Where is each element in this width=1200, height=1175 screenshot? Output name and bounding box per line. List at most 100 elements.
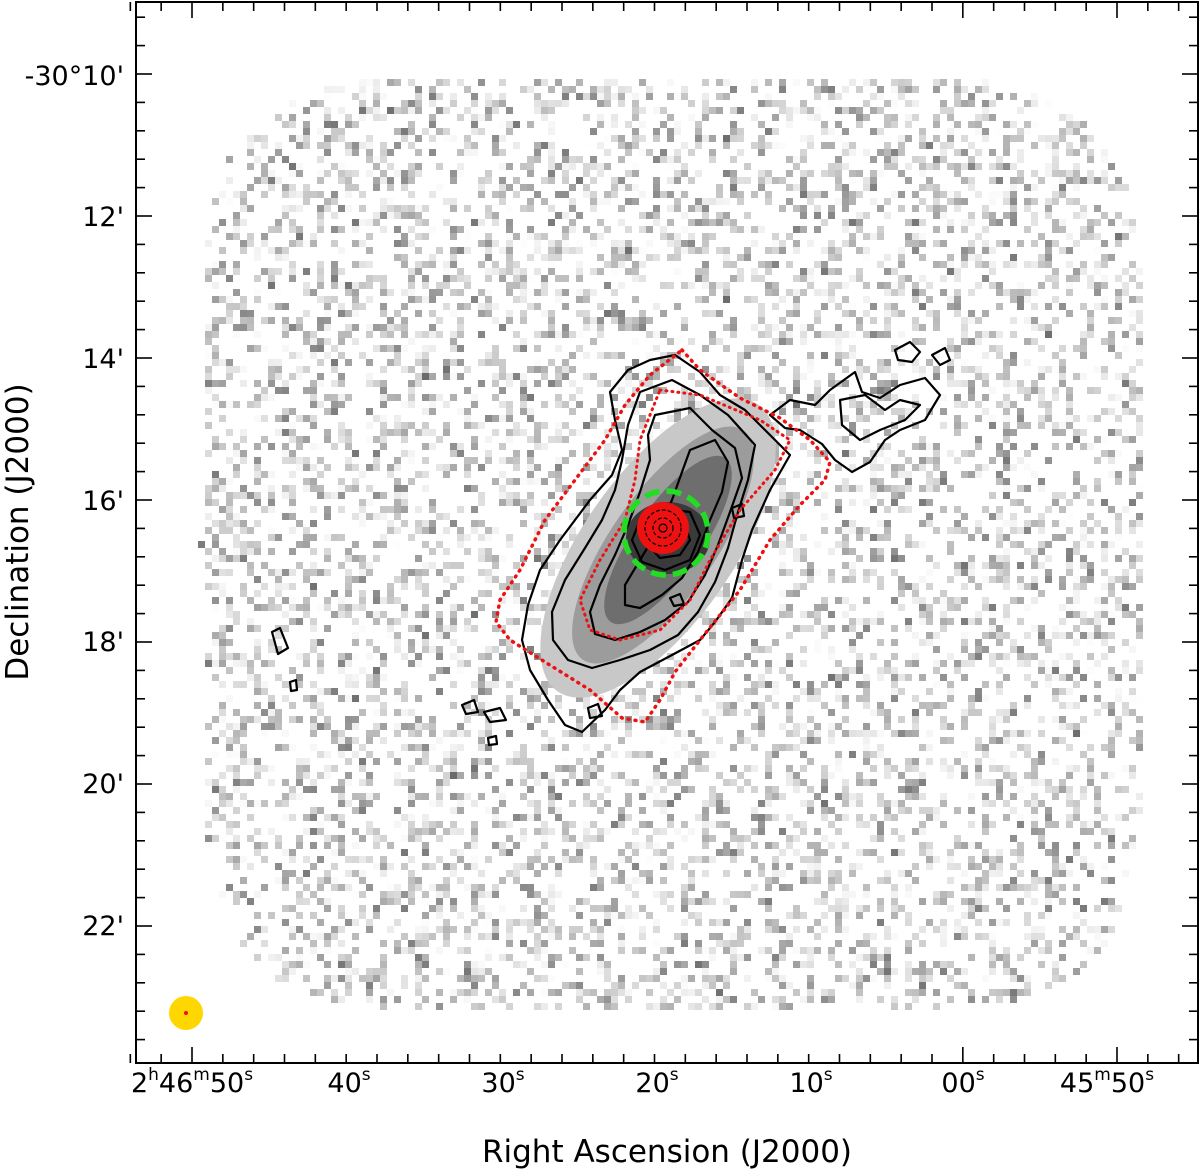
map-pixel bbox=[275, 359, 282, 366]
map-pixel bbox=[807, 758, 814, 765]
map-pixel bbox=[366, 170, 373, 177]
map-pixel bbox=[842, 779, 849, 786]
map-pixel bbox=[401, 100, 408, 107]
map-pixel bbox=[954, 604, 961, 611]
map-pixel bbox=[205, 723, 212, 730]
map-pixel bbox=[1024, 198, 1031, 205]
map-pixel bbox=[996, 128, 1003, 135]
map-pixel bbox=[835, 93, 842, 100]
map-pixel bbox=[513, 191, 520, 198]
map-pixel bbox=[961, 366, 968, 373]
map-pixel bbox=[464, 471, 471, 478]
map-pixel bbox=[359, 709, 366, 716]
map-pixel bbox=[296, 716, 303, 723]
map-pixel bbox=[765, 93, 772, 100]
map-pixel bbox=[1003, 387, 1010, 394]
map-pixel bbox=[730, 170, 737, 177]
map-pixel bbox=[331, 730, 338, 737]
map-pixel bbox=[1101, 275, 1108, 282]
map-pixel bbox=[541, 562, 548, 569]
map-pixel bbox=[499, 100, 506, 107]
map-pixel bbox=[1129, 478, 1136, 485]
map-pixel bbox=[1094, 597, 1101, 604]
map-pixel bbox=[891, 268, 898, 275]
map-pixel bbox=[212, 737, 219, 744]
map-pixel bbox=[310, 338, 317, 345]
map-pixel bbox=[338, 485, 345, 492]
map-pixel bbox=[457, 660, 464, 667]
map-pixel bbox=[870, 765, 877, 772]
map-pixel bbox=[471, 422, 478, 429]
map-pixel bbox=[702, 219, 709, 226]
map-pixel bbox=[275, 569, 282, 576]
map-pixel bbox=[1017, 576, 1024, 583]
map-pixel bbox=[548, 737, 555, 744]
map-pixel bbox=[569, 730, 576, 737]
map-pixel bbox=[534, 107, 541, 114]
map-pixel bbox=[730, 744, 737, 751]
map-pixel bbox=[268, 303, 275, 310]
map-pixel bbox=[296, 520, 303, 527]
map-pixel bbox=[842, 128, 849, 135]
map-pixel bbox=[947, 576, 954, 583]
map-pixel bbox=[1136, 555, 1143, 562]
map-pixel bbox=[1024, 653, 1031, 660]
map-pixel bbox=[618, 86, 625, 93]
map-pixel bbox=[688, 240, 695, 247]
map-pixel bbox=[1031, 562, 1038, 569]
map-pixel bbox=[793, 492, 800, 499]
map-pixel bbox=[394, 324, 401, 331]
map-pixel bbox=[422, 520, 429, 527]
map-pixel bbox=[681, 142, 688, 149]
map-pixel bbox=[793, 772, 800, 779]
map-pixel bbox=[688, 758, 695, 765]
map-pixel bbox=[1066, 114, 1073, 121]
map-pixel bbox=[1052, 625, 1059, 632]
map-pixel bbox=[324, 170, 331, 177]
map-pixel bbox=[1129, 709, 1136, 716]
map-pixel bbox=[562, 177, 569, 184]
map-pixel bbox=[261, 681, 268, 688]
map-pixel bbox=[324, 506, 331, 513]
map-pixel bbox=[611, 177, 618, 184]
map-pixel bbox=[919, 485, 926, 492]
map-pixel bbox=[800, 408, 807, 415]
map-pixel bbox=[660, 786, 667, 793]
map-pixel bbox=[842, 198, 849, 205]
map-pixel bbox=[205, 268, 212, 275]
map-pixel bbox=[856, 534, 863, 541]
map-pixel bbox=[772, 688, 779, 695]
map-pixel bbox=[359, 107, 366, 114]
map-pixel bbox=[562, 779, 569, 786]
map-pixel bbox=[415, 471, 422, 478]
map-pixel bbox=[723, 219, 730, 226]
map-pixel bbox=[275, 415, 282, 422]
map-pixel bbox=[751, 765, 758, 772]
map-pixel bbox=[926, 499, 933, 506]
map-pixel bbox=[296, 443, 303, 450]
map-pixel bbox=[1087, 366, 1094, 373]
map-pixel bbox=[485, 415, 492, 422]
map-pixel bbox=[751, 723, 758, 730]
map-pixel bbox=[1066, 723, 1073, 730]
map-pixel bbox=[968, 450, 975, 457]
map-pixel bbox=[982, 261, 989, 268]
map-pixel bbox=[989, 415, 996, 422]
map-pixel bbox=[807, 142, 814, 149]
map-pixel bbox=[457, 730, 464, 737]
map-pixel bbox=[625, 247, 632, 254]
map-pixel bbox=[940, 604, 947, 611]
map-pixel bbox=[1129, 464, 1136, 471]
map-pixel bbox=[394, 639, 401, 646]
map-pixel bbox=[254, 464, 261, 471]
map-pixel bbox=[450, 443, 457, 450]
map-pixel bbox=[926, 485, 933, 492]
map-pixel bbox=[1038, 541, 1045, 548]
map-pixel bbox=[590, 415, 597, 422]
map-pixel bbox=[352, 639, 359, 646]
map-pixel bbox=[555, 191, 562, 198]
map-pixel bbox=[968, 471, 975, 478]
map-pixel bbox=[583, 373, 590, 380]
map-pixel bbox=[842, 86, 849, 93]
map-pixel bbox=[919, 219, 926, 226]
